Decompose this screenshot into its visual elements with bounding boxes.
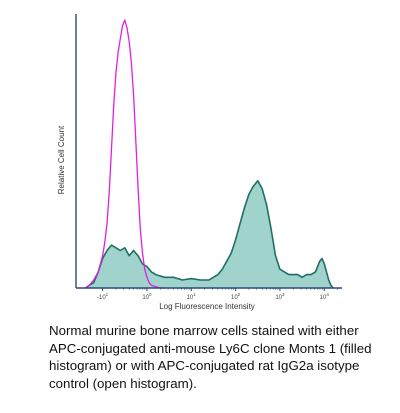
axes-layer <box>75 14 342 289</box>
figure-caption: Normal murine bone marrow cells stained … <box>49 323 372 391</box>
x-tick-label: 103 <box>275 292 285 301</box>
open-histogram-line <box>84 19 165 289</box>
filled-histogram-area <box>85 180 334 288</box>
x-tick-label: 100 <box>142 292 152 301</box>
ticks-layer: -101 100 101 102 103 104 <box>97 288 338 301</box>
series-layer <box>84 19 334 289</box>
x-axis-label: Log Fluorescence Intensity <box>159 302 255 311</box>
x-tick-label: 101 <box>187 292 197 301</box>
histogram-chart: -101 100 101 102 103 104 Log Fluorescence Int… <box>57 14 342 311</box>
y-axis-label: Relative Cell Count <box>57 125 66 194</box>
filled-histogram-outline <box>85 180 334 289</box>
x-tick-label: 104 <box>320 292 330 301</box>
x-tick-label: -101 <box>97 292 109 301</box>
x-tick-label: 102 <box>231 292 241 301</box>
